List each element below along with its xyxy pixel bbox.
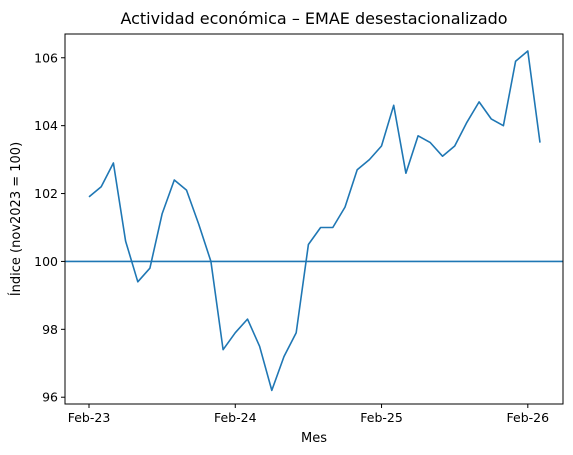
x-axis-ticks: Feb-23 Feb-24 Feb-25 Feb-26 — [68, 404, 549, 425]
y-tick-label: 102 — [34, 186, 58, 201]
y-tick-label: 104 — [34, 118, 58, 133]
x-tick-label: Feb-26 — [507, 410, 550, 425]
y-axis-ticks: 96 98 100 102 104 106 — [34, 50, 65, 405]
y-tick-label: 96 — [42, 390, 58, 405]
plot-area — [65, 50, 563, 392]
plot-frame — [64, 33, 564, 405]
y-tick-label: 106 — [34, 50, 58, 65]
y-tick-label: 98 — [42, 322, 58, 337]
x-axis-label: Mes — [301, 431, 327, 446]
x-tick-label: Feb-25 — [360, 410, 403, 425]
y-axis-label: Índice (nov2023 = 100) — [8, 142, 24, 296]
x-tick-label: Feb-24 — [214, 410, 257, 425]
chart-title: Actividad económica – EMAE desestacional… — [120, 9, 507, 28]
x-tick-label: Feb-23 — [68, 410, 111, 425]
series-line — [88, 50, 541, 392]
y-tick-label: 100 — [34, 254, 58, 269]
